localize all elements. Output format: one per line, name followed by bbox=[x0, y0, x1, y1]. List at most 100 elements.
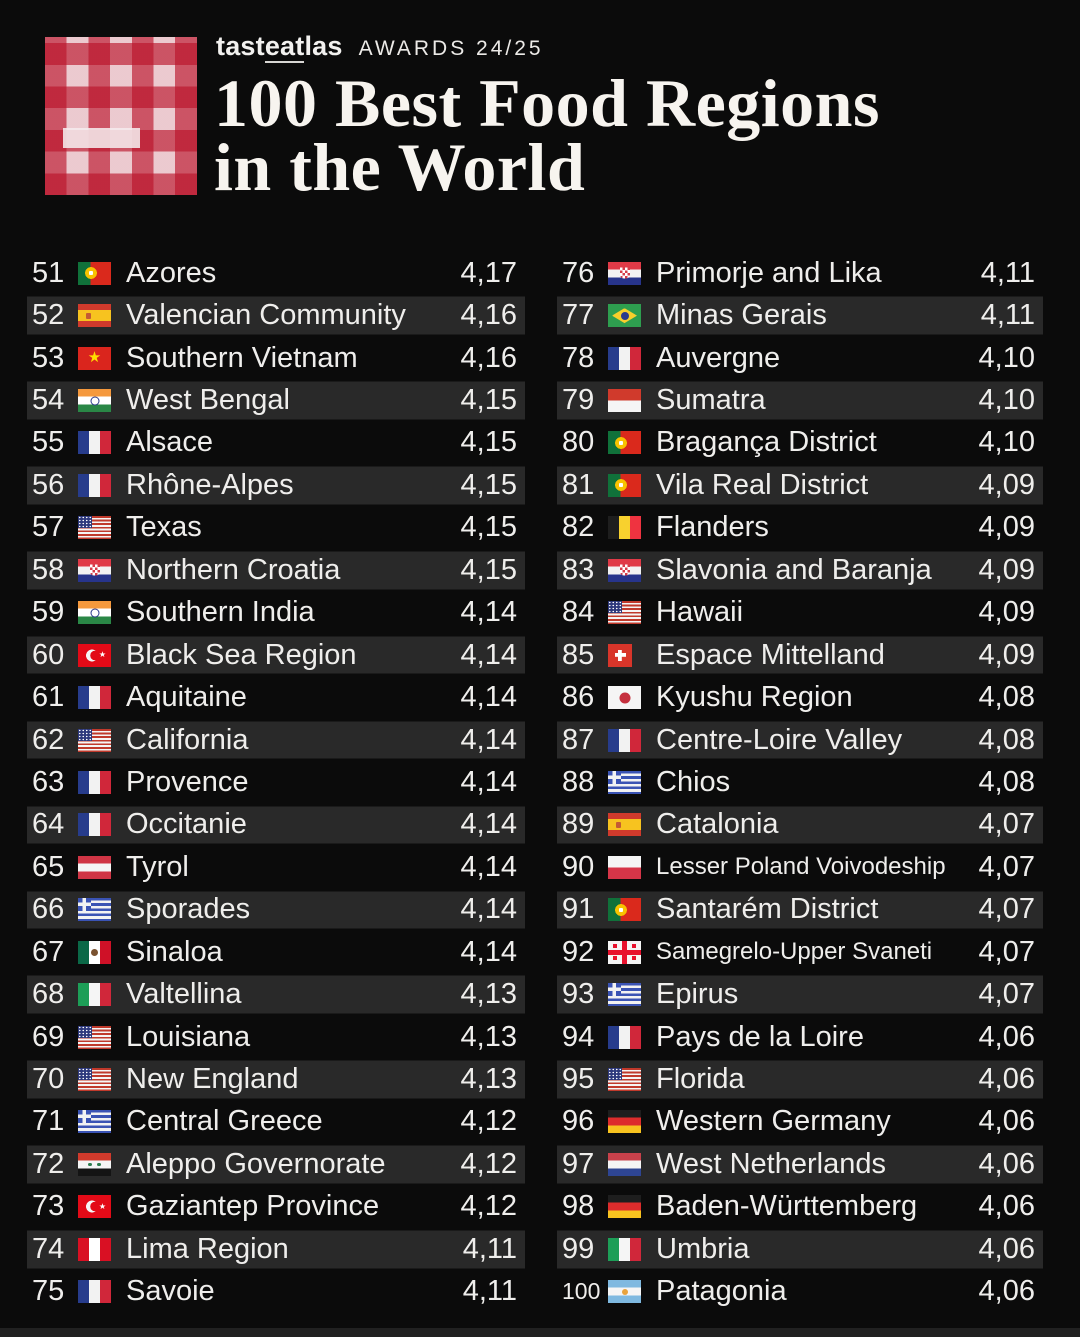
page-title: 100 Best Food Regions in the World bbox=[214, 69, 880, 201]
rank-number: 70 bbox=[32, 1063, 65, 1096]
region-name: Kyushu Region bbox=[656, 681, 853, 714]
score-value: 4,09 bbox=[978, 511, 1035, 544]
score-value: 4,10 bbox=[978, 341, 1035, 374]
ranking-row: 66 Sporades 4,14 bbox=[27, 888, 525, 931]
region-name: Hawaii bbox=[656, 596, 744, 629]
region-name: Western Germany bbox=[656, 1105, 891, 1138]
wordmark-underlined: eat bbox=[264, 31, 305, 63]
region-name: Gaziantep Province bbox=[126, 1190, 380, 1223]
score-value: 4,14 bbox=[460, 723, 517, 756]
region-name: Patagonia bbox=[656, 1275, 787, 1308]
awards-label: AWARDS 24/25 bbox=[358, 37, 544, 60]
ranking-row: 76 Primorje and Lika 4,11 bbox=[557, 252, 1043, 294]
spain-flag-icon bbox=[608, 813, 641, 837]
portugal-flag-icon bbox=[608, 898, 641, 922]
rank-number: 90 bbox=[562, 850, 595, 883]
ranking-row: 74 Lima Region 4,11 bbox=[27, 1228, 525, 1271]
indonesia-flag-icon bbox=[608, 389, 641, 413]
rank-number: 78 bbox=[562, 341, 595, 374]
score-value: 4,13 bbox=[460, 1020, 517, 1053]
brazil-flag-icon bbox=[608, 304, 641, 328]
score-value: 4,06 bbox=[978, 1063, 1035, 1096]
poland-flag-icon bbox=[608, 855, 641, 879]
rank-number: 67 bbox=[32, 935, 65, 968]
rank-number: 53 bbox=[32, 341, 65, 374]
score-value: 4,12 bbox=[460, 1190, 517, 1223]
region-name: Florida bbox=[656, 1063, 745, 1096]
rank-number: 76 bbox=[562, 256, 595, 289]
ranking-row: 62 California 4,14 bbox=[27, 718, 525, 762]
region-name: West Bengal bbox=[126, 384, 290, 417]
ranking-row: 99 Umbria 4,06 bbox=[557, 1228, 1043, 1271]
region-name: Black Sea Region bbox=[126, 638, 357, 671]
wordmark-post: las bbox=[304, 31, 343, 61]
greece-flag-icon bbox=[78, 1110, 111, 1134]
japan-flag-icon bbox=[608, 686, 641, 710]
ranking-row: 54 West Bengal 4,15 bbox=[27, 379, 525, 422]
ranking-row: 73 Gaziantep Province 4,12 bbox=[27, 1186, 525, 1228]
score-value: 4,06 bbox=[978, 1232, 1035, 1265]
tasteatlas-gingham-logo bbox=[45, 37, 197, 195]
usa-flag-icon bbox=[608, 601, 641, 625]
score-value: 4,14 bbox=[460, 850, 517, 883]
ranking-column-left: 51 Azores 4,17 52 Valencian Community 4,… bbox=[27, 252, 525, 1313]
ranking-list: 51 Azores 4,17 52 Valencian Community 4,… bbox=[27, 252, 1043, 1313]
rank-number: 51 bbox=[32, 256, 65, 289]
italy-flag-icon bbox=[608, 1237, 641, 1261]
score-value: 4,15 bbox=[460, 384, 517, 417]
rank-number: 92 bbox=[562, 935, 595, 968]
rank-number: 88 bbox=[562, 765, 595, 798]
region-name: Baden-Württemberg bbox=[656, 1190, 918, 1223]
region-name: West Netherlands bbox=[656, 1147, 886, 1180]
brand-line: tasteatlas AWARDS 24/25 bbox=[216, 31, 880, 63]
score-value: 4,07 bbox=[978, 850, 1035, 883]
score-value: 4,11 bbox=[980, 299, 1035, 332]
score-value: 4,08 bbox=[978, 723, 1035, 756]
region-name: New England bbox=[126, 1063, 299, 1096]
ranking-row: 75 Savoie 4,11 bbox=[27, 1271, 525, 1313]
region-name: Epirus bbox=[656, 978, 739, 1011]
score-value: 4,09 bbox=[978, 553, 1035, 586]
rank-number: 64 bbox=[32, 808, 65, 841]
usa-flag-icon bbox=[78, 1025, 111, 1049]
score-value: 4,15 bbox=[460, 553, 517, 586]
france-flag-icon bbox=[78, 686, 111, 710]
ranking-row: 100 Patagonia 4,06 bbox=[557, 1271, 1043, 1313]
region-name: Auvergne bbox=[656, 341, 781, 374]
rank-number: 100 bbox=[562, 1278, 601, 1305]
france-flag-icon bbox=[608, 346, 641, 370]
rank-number: 98 bbox=[562, 1190, 595, 1223]
peru-flag-icon bbox=[78, 1237, 111, 1261]
turkey-flag-icon bbox=[78, 1195, 111, 1219]
france-flag-icon bbox=[78, 770, 111, 794]
region-name: Chios bbox=[656, 765, 731, 798]
rank-number: 57 bbox=[32, 511, 65, 544]
region-name: Aleppo Governorate bbox=[126, 1147, 386, 1180]
score-value: 4,16 bbox=[460, 299, 517, 332]
region-name: Lima Region bbox=[126, 1232, 289, 1265]
ranking-row: 90 Lesser Poland Voivodeship 4,07 bbox=[557, 846, 1043, 888]
usa-flag-icon bbox=[78, 516, 111, 540]
score-value: 4,10 bbox=[978, 384, 1035, 417]
greece-flag-icon bbox=[608, 983, 641, 1007]
rank-number: 56 bbox=[32, 468, 65, 501]
georgia-flag-icon bbox=[608, 940, 641, 964]
spain-flag-icon bbox=[78, 304, 111, 328]
rank-number: 73 bbox=[32, 1190, 65, 1223]
croatia-flag-icon bbox=[608, 558, 641, 582]
france-flag-icon bbox=[608, 1025, 641, 1049]
score-value: 4,16 bbox=[460, 341, 517, 374]
region-name: Aquitaine bbox=[126, 681, 247, 714]
greece-flag-icon bbox=[78, 898, 111, 922]
rank-number: 58 bbox=[32, 553, 65, 586]
score-value: 4,14 bbox=[460, 681, 517, 714]
croatia-flag-icon bbox=[608, 261, 641, 285]
region-name: Provence bbox=[126, 765, 249, 798]
ranking-row: 72 Aleppo Governorate 4,12 bbox=[27, 1143, 525, 1186]
rank-number: 77 bbox=[562, 299, 595, 332]
vietnam-flag-icon bbox=[78, 346, 111, 370]
france-flag-icon bbox=[78, 1280, 111, 1304]
rank-number: 66 bbox=[32, 893, 65, 926]
rank-number: 87 bbox=[562, 723, 595, 756]
ranking-row: 61 Aquitaine 4,14 bbox=[27, 676, 525, 718]
